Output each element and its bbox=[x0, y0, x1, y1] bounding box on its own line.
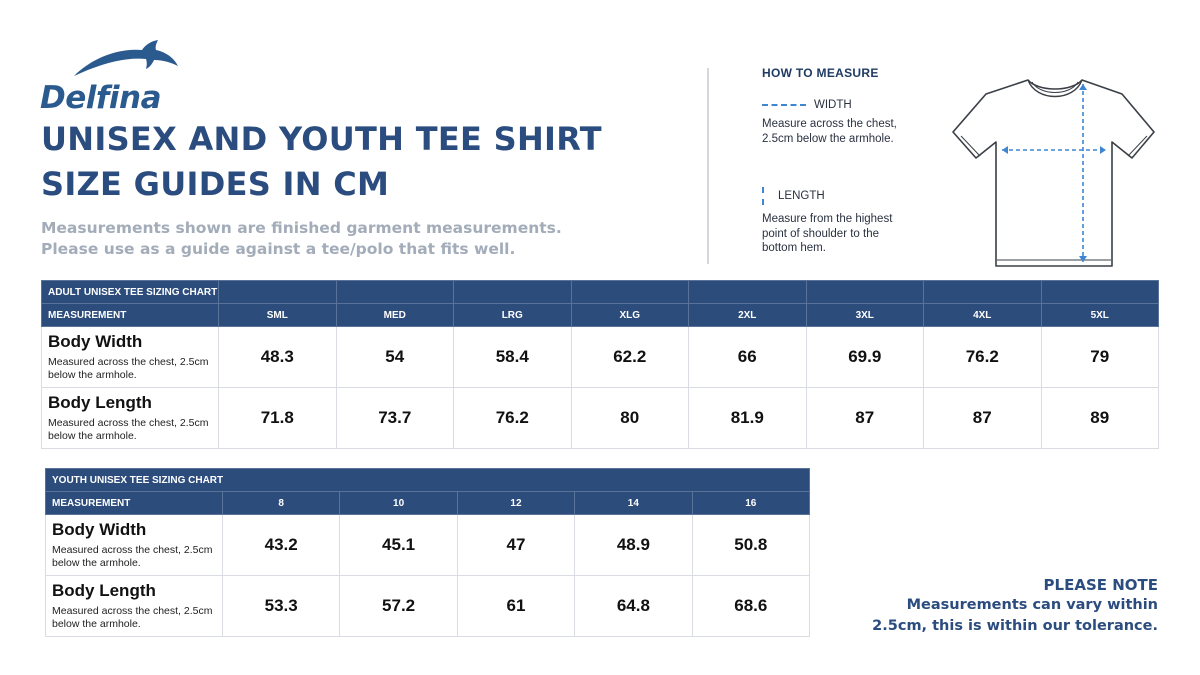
value-cell: 58.4 bbox=[453, 326, 572, 388]
width-key: WIDTH bbox=[762, 99, 852, 111]
value-cell: 47 bbox=[456, 514, 576, 576]
value-cell: 61 bbox=[456, 575, 576, 637]
size-header: 16 bbox=[691, 491, 811, 515]
row-label-cell: Body Length Measured across the chest, 2… bbox=[41, 387, 219, 449]
length-label: LENGTH bbox=[778, 190, 825, 202]
value-cell: 57.2 bbox=[339, 575, 458, 637]
value-cell: 80 bbox=[570, 387, 689, 449]
length-key: LENGTH bbox=[762, 187, 825, 205]
length-dash-icon bbox=[762, 187, 764, 205]
adult-header-row: MEASUREMENT SML MED LRG XLG 2XL 3XL 4XL … bbox=[41, 303, 1159, 327]
width-dash-icon bbox=[762, 104, 806, 106]
row-label-cell: Body Length Measured across the chest, 2… bbox=[45, 575, 223, 637]
value-cell: 87 bbox=[805, 387, 924, 449]
note-heading: PLEASE NOTE bbox=[1043, 576, 1158, 594]
value-cell: 48.9 bbox=[574, 514, 693, 576]
value-cell: 43.2 bbox=[221, 514, 341, 576]
value-cell: 45.1 bbox=[339, 514, 458, 576]
value-cell: 66 bbox=[688, 326, 807, 388]
value-cell: 64.8 bbox=[574, 575, 693, 637]
value-cell: 87 bbox=[923, 387, 1042, 449]
value-cell: 48.3 bbox=[218, 326, 337, 388]
note-line-1: Measurements can vary within bbox=[906, 597, 1158, 613]
subtitle-line-1: Measurements shown are finished garment … bbox=[41, 219, 562, 237]
youth-title-row: YOUTH UNISEX TEE SIZING CHART bbox=[45, 468, 810, 492]
row-name: Body Length bbox=[48, 392, 152, 412]
value-cell: 73.7 bbox=[335, 387, 454, 449]
how-to-measure-title: HOW TO MEASURE bbox=[762, 66, 879, 80]
width-description: Measure across the chest, 2.5cm below th… bbox=[762, 118, 897, 145]
page-title-line-2: SIZE GUIDES IN CM bbox=[41, 165, 390, 203]
youth-table-title: YOUTH UNISEX TEE SIZING CHART bbox=[45, 468, 810, 492]
table-row: Body Width Measured across the chest, 2.… bbox=[41, 326, 1159, 388]
size-header: 5XL bbox=[1040, 303, 1159, 327]
youth-sizing-table: YOUTH UNISEX TEE SIZING CHART MEASUREMEN… bbox=[45, 468, 811, 637]
row-description: Measured across the chest, 2.5cm below t… bbox=[48, 416, 209, 443]
note-line-2: 2.5cm, this is within our tolerance. bbox=[872, 618, 1158, 634]
value-cell: 69.9 bbox=[805, 326, 924, 388]
adult-title-row: ADULT UNISEX TEE SIZING CHART bbox=[41, 280, 1159, 304]
table-row: Body Length Measured across the chest, 2… bbox=[41, 387, 1159, 449]
value-cell: 54 bbox=[335, 326, 454, 388]
adult-table-title: ADULT UNISEX TEE SIZING CHART bbox=[41, 280, 219, 304]
brand-logo: Delfina bbox=[40, 38, 185, 116]
width-label: WIDTH bbox=[814, 99, 852, 111]
value-cell: 71.8 bbox=[218, 387, 337, 449]
value-cell: 81.9 bbox=[688, 387, 807, 449]
table-row: Body Width Measured across the chest, 2.… bbox=[45, 514, 811, 576]
size-header: SML bbox=[218, 303, 337, 327]
value-cell: 50.8 bbox=[691, 514, 811, 576]
row-name: Body Width bbox=[48, 331, 143, 351]
row-label-cell: Body Width Measured across the chest, 2.… bbox=[41, 326, 219, 388]
size-header: 14 bbox=[574, 491, 693, 515]
size-header: MED bbox=[335, 303, 454, 327]
size-header: 3XL bbox=[805, 303, 924, 327]
size-header: 4XL bbox=[923, 303, 1042, 327]
brand-name: Delfina bbox=[40, 80, 161, 116]
section-divider bbox=[707, 68, 709, 264]
youth-header-row: MEASUREMENT 8 10 12 14 16 bbox=[45, 491, 811, 515]
table-row: Body Length Measured across the chest, 2… bbox=[45, 575, 811, 637]
row-description: Measured across the chest, 2.5cm below t… bbox=[52, 604, 213, 631]
tshirt-icon bbox=[952, 79, 1155, 267]
row-description: Measured across the chest, 2.5cm below t… bbox=[48, 355, 209, 382]
value-cell: 68.6 bbox=[691, 575, 811, 637]
page-title-line-1: UNISEX AND YOUTH TEE SHIRT bbox=[41, 120, 602, 158]
value-cell: 76.2 bbox=[923, 326, 1042, 388]
row-name: Body Width bbox=[52, 519, 147, 539]
row-description: Measured across the chest, 2.5cm below t… bbox=[52, 543, 213, 570]
size-header: 10 bbox=[339, 491, 458, 515]
youth-header-label: MEASUREMENT bbox=[45, 491, 223, 515]
size-header: LRG bbox=[453, 303, 572, 327]
value-cell: 62.2 bbox=[570, 326, 689, 388]
length-description: Measure from the highest point of should… bbox=[762, 213, 893, 254]
size-header: 8 bbox=[221, 491, 341, 515]
row-name: Body Length bbox=[52, 580, 156, 600]
value-cell: 89 bbox=[1040, 387, 1159, 449]
size-header: 2XL bbox=[688, 303, 807, 327]
value-cell: 79 bbox=[1040, 326, 1159, 388]
value-cell: 76.2 bbox=[453, 387, 572, 449]
subtitle-line-2: Please use as a guide against a tee/polo… bbox=[41, 240, 516, 258]
value-cell: 53.3 bbox=[221, 575, 341, 637]
row-label-cell: Body Width Measured across the chest, 2.… bbox=[45, 514, 223, 576]
dolphin-icon bbox=[74, 40, 178, 76]
adult-header-label: MEASUREMENT bbox=[41, 303, 219, 327]
size-header: 12 bbox=[456, 491, 576, 515]
size-header: XLG bbox=[570, 303, 689, 327]
adult-sizing-table: ADULT UNISEX TEE SIZING CHART MEASUREMEN… bbox=[41, 280, 1159, 449]
